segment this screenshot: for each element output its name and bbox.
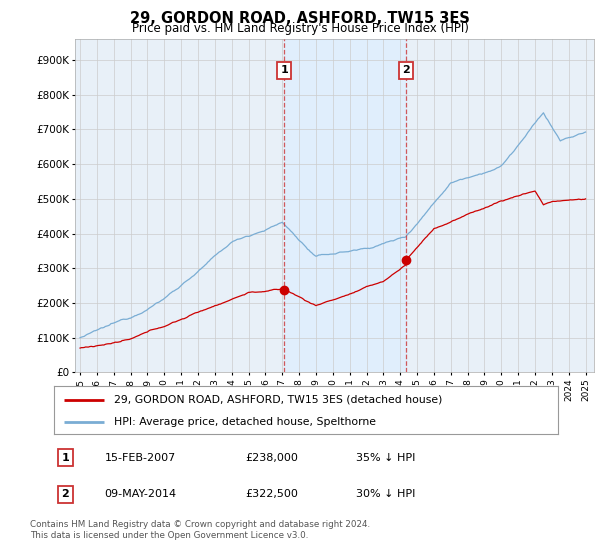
Text: 15-FEB-2007: 15-FEB-2007 — [104, 453, 176, 463]
Bar — [284, 39, 406, 372]
Text: Price paid vs. HM Land Registry's House Price Index (HPI): Price paid vs. HM Land Registry's House … — [131, 22, 469, 35]
Text: 1: 1 — [61, 453, 69, 463]
Text: 30% ↓ HPI: 30% ↓ HPI — [356, 489, 416, 499]
Text: Contains HM Land Registry data © Crown copyright and database right 2024.
This d: Contains HM Land Registry data © Crown c… — [30, 520, 370, 540]
Text: 29, GORDON ROAD, ASHFORD, TW15 3ES (detached house): 29, GORDON ROAD, ASHFORD, TW15 3ES (deta… — [115, 395, 443, 405]
Text: £322,500: £322,500 — [245, 489, 298, 499]
Text: 29, GORDON ROAD, ASHFORD, TW15 3ES: 29, GORDON ROAD, ASHFORD, TW15 3ES — [130, 11, 470, 26]
Text: 1: 1 — [280, 66, 288, 76]
Text: £238,000: £238,000 — [245, 453, 298, 463]
Text: 35% ↓ HPI: 35% ↓ HPI — [356, 453, 416, 463]
Text: 09-MAY-2014: 09-MAY-2014 — [104, 489, 176, 499]
Text: 2: 2 — [61, 489, 69, 499]
Text: 2: 2 — [403, 66, 410, 76]
Text: HPI: Average price, detached house, Spelthorne: HPI: Average price, detached house, Spel… — [115, 417, 376, 427]
